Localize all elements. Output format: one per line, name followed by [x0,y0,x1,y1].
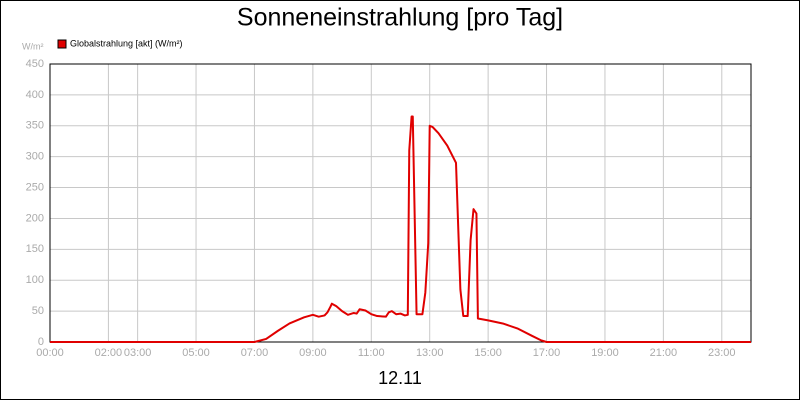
x-tick-label: 23:00 [708,347,736,359]
plot-border [49,63,752,343]
data-line [50,115,751,343]
y-tick-label: 150 [26,243,44,255]
y-tick-label: 200 [26,212,44,224]
y-tick-label: 50 [32,305,44,317]
x-tick-label: 03:00 [124,347,152,359]
x-label: 12.11 [378,368,422,388]
x-tick-label: 02:00 [95,347,123,359]
x-tick-label: 19:00 [591,347,619,359]
legend-label: Globalstrahlung [akt] (W/m²) [70,38,183,48]
x-tick-label: 00:00 [36,347,64,359]
y-tick-label: 250 [26,181,44,193]
chart-title: Sonneneinstrahlung [pro Tag] [237,4,563,32]
legend-swatch [57,39,67,49]
y-tick-label: 400 [26,89,44,101]
x-tick-label: 21:00 [650,347,678,359]
x-tick-label: 05:00 [182,347,210,359]
y-unit: W/m² [22,41,44,51]
y-tick-label: 350 [26,120,44,132]
x-tick-label: 07:00 [241,347,269,359]
x-tick-label: 15:00 [474,347,502,359]
y-tick-label: 100 [26,274,44,286]
x-tick-label: 13:00 [416,347,444,359]
y-tick-label: 0 [38,336,44,348]
x-tick-label: 11:00 [358,347,385,359]
y-tick-label: 300 [26,151,44,163]
y-tick-label: 450 [26,58,44,70]
x-tick-label: 17:00 [533,347,561,359]
x-tick-label: 09:00 [299,347,327,359]
